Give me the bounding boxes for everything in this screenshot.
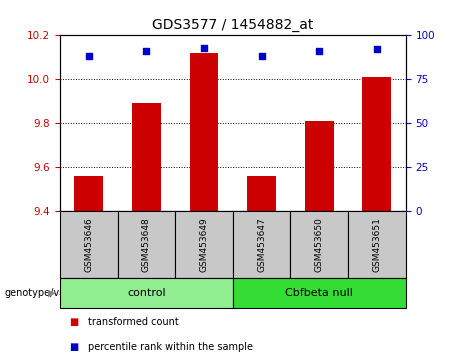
Text: GSM453648: GSM453648 [142,217,151,272]
Bar [362,77,391,211]
Bar [74,176,103,211]
Title: GDS3577 / 1454882_at: GDS3577 / 1454882_at [152,18,313,32]
Point [200,45,207,51]
Text: transformed count: transformed count [88,317,178,327]
Text: GSM453650: GSM453650 [315,217,324,272]
Text: GSM453647: GSM453647 [257,217,266,272]
Bar [247,176,276,211]
Point [142,48,150,54]
Text: ▶: ▶ [48,288,56,298]
Point [373,47,381,52]
Text: ■: ■ [69,342,78,352]
Text: control: control [127,288,165,298]
Point [85,53,92,59]
Text: ■: ■ [69,317,78,327]
Bar [132,103,161,211]
Text: GSM453649: GSM453649 [200,217,208,272]
Text: percentile rank within the sample: percentile rank within the sample [88,342,253,352]
Point [258,53,266,59]
Text: Cbfbeta null: Cbfbeta null [285,288,353,298]
Bar [189,53,219,211]
Text: GSM453651: GSM453651 [372,217,381,272]
Text: genotype/variation: genotype/variation [5,288,97,298]
Point [315,48,323,54]
Bar [305,121,334,211]
Text: GSM453646: GSM453646 [84,217,93,272]
